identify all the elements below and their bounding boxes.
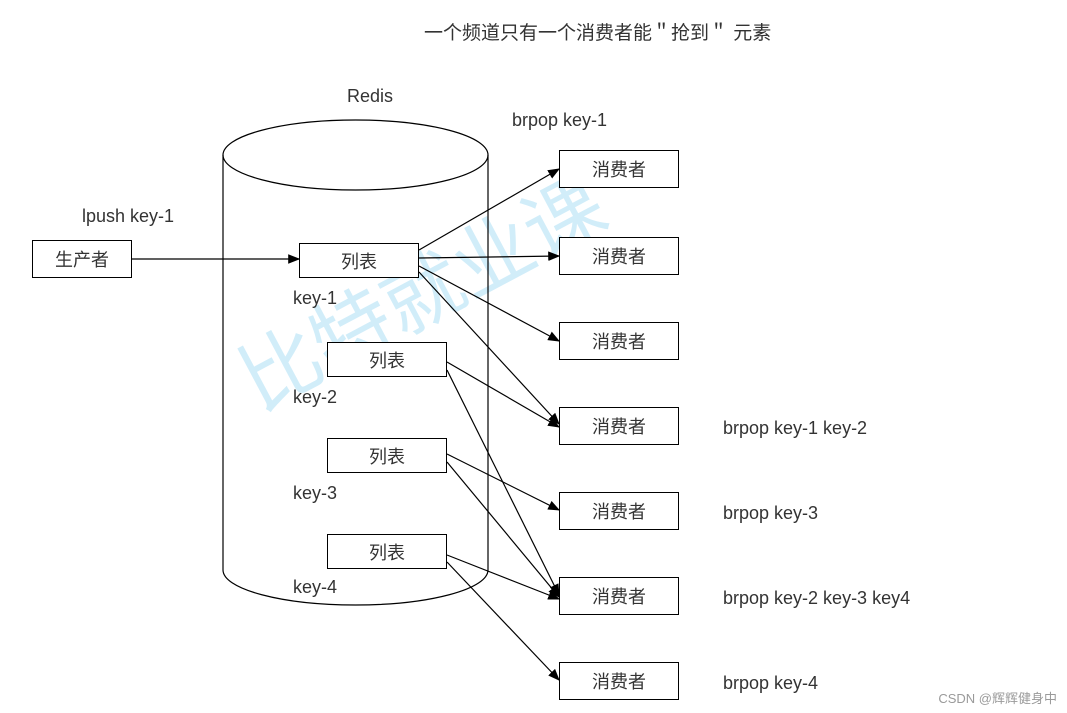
consumer-box-5: 消费者 [559, 492, 679, 530]
list-label: 列表 [369, 347, 405, 373]
consumer-box-3: 消费者 [559, 322, 679, 360]
footer-credit: CSDN @辉辉健身中 [938, 688, 1057, 707]
consumer-cmd-4: brpop key-1 key-2 [723, 418, 867, 439]
consumer-label: 消费者 [592, 668, 646, 694]
redis-label: Redis [347, 86, 393, 107]
brpop-top-label: brpop key-1 [512, 110, 607, 131]
list-box-2: 列表 [327, 342, 447, 377]
list-label: 列表 [341, 248, 377, 274]
consumer-box-2: 消费者 [559, 237, 679, 275]
consumer-box-6: 消费者 [559, 577, 679, 615]
consumer-label: 消费者 [592, 328, 646, 354]
title-text: 一个频道只有一个消费者能＂抢到＂ 元素 [424, 18, 771, 45]
list-key-label-3: key-3 [293, 483, 337, 504]
consumer-label: 消费者 [592, 498, 646, 524]
consumer-label: 消费者 [592, 583, 646, 609]
consumer-label: 消费者 [592, 413, 646, 439]
consumer-box-4: 消费者 [559, 407, 679, 445]
list-key-label-2: key-2 [293, 387, 337, 408]
list-box-4: 列表 [327, 534, 447, 569]
consumer-label: 消费者 [592, 243, 646, 269]
lpush-label: lpush key-1 [82, 206, 174, 227]
consumer-cmd-6: brpop key-2 key-3 key4 [723, 588, 910, 609]
producer-label: 生产者 [55, 246, 109, 272]
consumer-box-1: 消费者 [559, 150, 679, 188]
list-key-label-4: key-4 [293, 577, 337, 598]
list-key-label-1: key-1 [293, 288, 337, 309]
list-box-3: 列表 [327, 438, 447, 473]
consumer-label: 消费者 [592, 156, 646, 182]
consumer-cmd-7: brpop key-4 [723, 673, 818, 694]
producer-box: 生产者 [32, 240, 132, 278]
list-label: 列表 [369, 539, 405, 565]
list-box-1: 列表 [299, 243, 419, 278]
consumer-box-7: 消费者 [559, 662, 679, 700]
list-label: 列表 [369, 443, 405, 469]
consumer-cmd-5: brpop key-3 [723, 503, 818, 524]
